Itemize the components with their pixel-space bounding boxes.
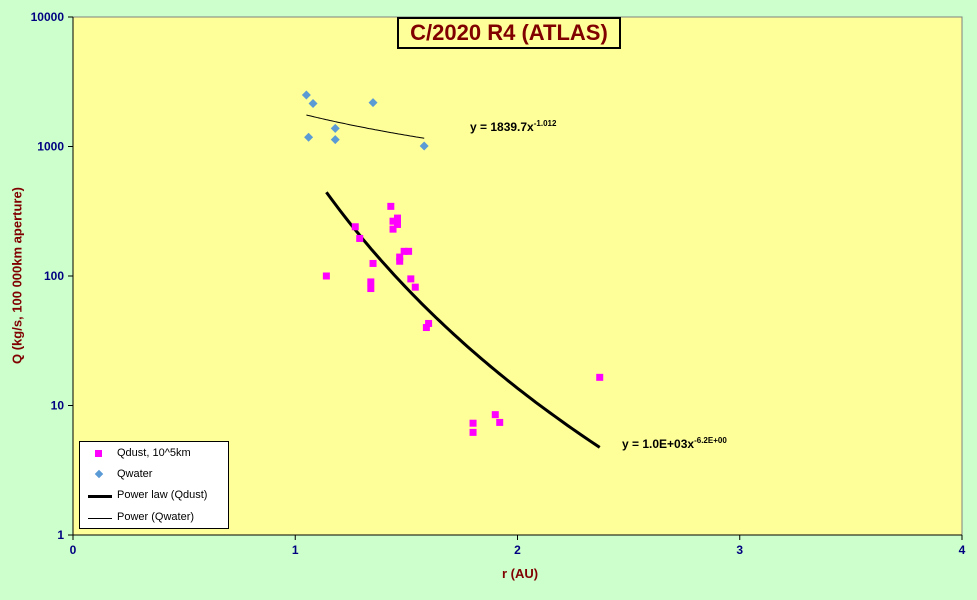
qdust-point (400, 247, 408, 255)
legend-thin-line (88, 518, 112, 519)
qdust-point (469, 428, 477, 436)
legend-label-qdust: Qdust, 10^5km (117, 447, 191, 459)
qdust-point (367, 278, 375, 286)
x-tick-label: 0 (70, 543, 77, 557)
water-fit-equation: y = 1839.7x-1.012 (470, 119, 556, 134)
chart-title: C/2020 R4 (ATLAS) (397, 17, 621, 49)
qdust-point (496, 418, 504, 426)
x-tick-label: 2 (514, 543, 521, 557)
qdust-point (491, 411, 499, 419)
qdust-point (596, 373, 604, 381)
x-axis-label: r (AU) (501, 566, 539, 581)
qdust-point (367, 285, 375, 293)
x-tick-label: 3 (736, 543, 743, 557)
qwater-point (304, 132, 314, 142)
water-power-fit-line (306, 114, 425, 139)
y-tick-label: 1 (57, 528, 64, 542)
legend-item-water-fit: Power (Qwater) (80, 509, 228, 527)
legend-label-qwater: Qwater (117, 468, 153, 480)
qwater-point (330, 123, 340, 133)
legend-item-dust-fit: Power law (Qdust) (80, 487, 228, 505)
qdust-point (351, 223, 359, 231)
qdust-point (425, 319, 433, 327)
water-fit-equation-base: y = 1839.7x (470, 120, 534, 134)
legend-label-dust-fit: Power law (Qdust) (117, 489, 208, 501)
qwater-point (330, 135, 340, 145)
dust-power-fit-line (325, 191, 601, 449)
qdust-point (387, 202, 395, 210)
data-points (301, 90, 604, 436)
qwater-point (368, 98, 378, 108)
y-tick-label: 100 (44, 269, 64, 283)
legend-square-marker (95, 450, 102, 457)
qdust-point (389, 225, 397, 233)
y-axis-label: Q (kg/s, 100 000km aperture) (9, 186, 25, 365)
qdust-point (422, 324, 430, 332)
qdust-point (393, 214, 401, 222)
x-tick-label: 1 (292, 543, 299, 557)
qwater-point (308, 98, 318, 108)
qdust-point (396, 253, 404, 261)
legend-item-qwater: Qwater (80, 466, 228, 484)
water-fit-equation-exponent: -1.012 (533, 119, 557, 128)
legend-thick-line (88, 495, 112, 498)
qdust-point (389, 217, 397, 225)
dust-fit-equation-base: y = 1.0E+03x (622, 437, 695, 451)
qdust-point (411, 283, 419, 291)
qwater-point (301, 90, 311, 100)
legend-diamond-marker (94, 469, 104, 479)
qdust-point (407, 275, 415, 283)
legend-label-water-fit: Power (Qwater) (117, 511, 195, 523)
qdust-point (396, 257, 404, 265)
qdust-point (356, 234, 364, 242)
legend-item-qdust: Qdust, 10^5km (80, 445, 228, 463)
qdust-point (393, 220, 401, 228)
qdust-point (369, 259, 377, 267)
qdust-point (322, 272, 330, 280)
y-tick-label: 10 (51, 399, 65, 413)
x-tick-label: 4 (959, 543, 966, 557)
trendlines (306, 114, 601, 449)
dust-fit-equation: y = 1.0E+03x-6.2E+00 (622, 436, 727, 451)
chart-legend: Qdust, 10^5km Qwater Power law (Qdust) P… (79, 441, 229, 529)
qdust-point (469, 419, 477, 427)
qwater-point (419, 141, 429, 151)
y-tick-label: 10000 (31, 10, 65, 24)
qdust-point (405, 247, 413, 255)
y-tick-label: 1000 (37, 140, 64, 154)
dust-fit-equation-exponent: -6.2E+00 (694, 436, 727, 445)
